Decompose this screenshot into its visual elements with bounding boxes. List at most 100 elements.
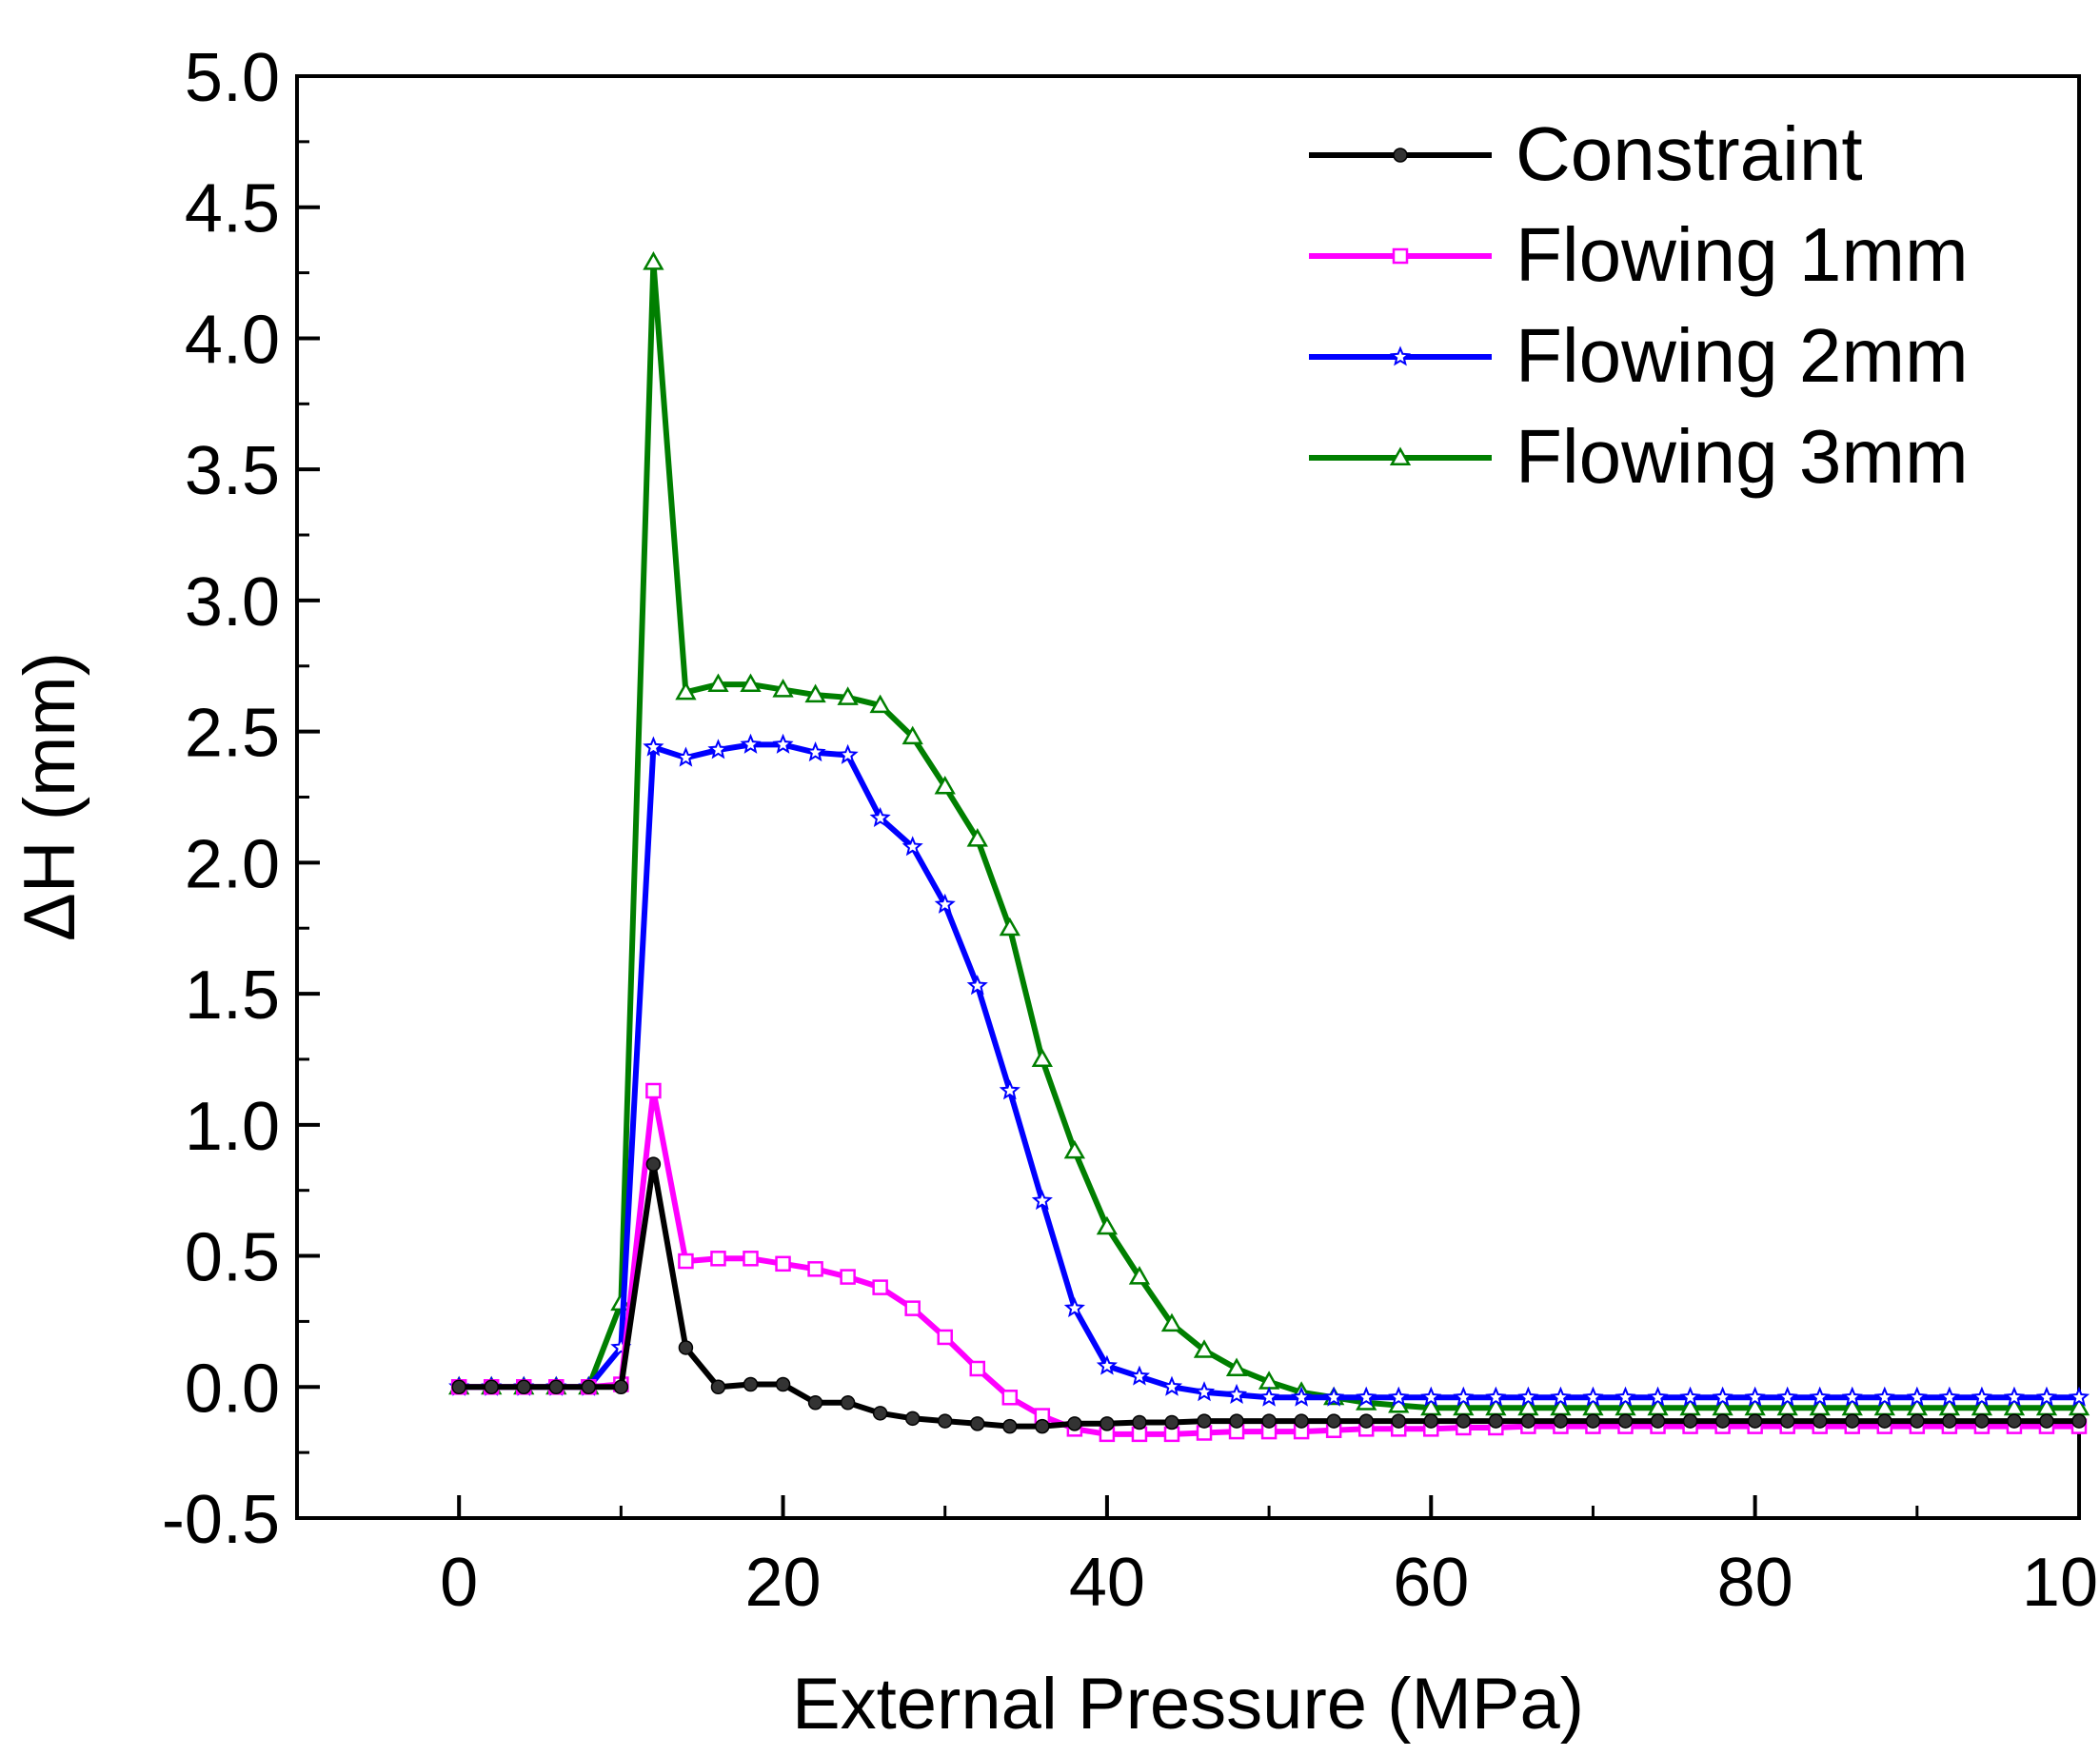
data-point — [1942, 1413, 1957, 1429]
data-point — [1744, 1386, 1766, 1407]
series-layer — [448, 251, 2090, 1443]
data-point — [1974, 1413, 1990, 1429]
data-point — [2071, 1413, 2087, 1429]
data-point — [678, 1253, 694, 1270]
data-point — [1647, 1386, 1669, 1407]
data-point — [1128, 1266, 1151, 1285]
data-point — [707, 673, 729, 693]
data-point — [1160, 1375, 1183, 1396]
data-point — [775, 1376, 791, 1392]
data-point — [645, 1156, 662, 1172]
data-point — [1326, 1413, 1341, 1429]
legend-label: Flowing 1mm — [1516, 212, 1969, 297]
data-point — [1258, 1386, 1280, 1407]
data-point — [1488, 1413, 1504, 1429]
data-point — [937, 1329, 953, 1346]
data-point — [2068, 1386, 2090, 1407]
data-point — [1747, 1413, 1763, 1429]
y-tick-label: 0.5 — [185, 1220, 280, 1296]
data-point — [548, 1379, 565, 1395]
data-point — [740, 673, 762, 693]
data-point — [937, 1413, 953, 1429]
data-point — [1841, 1386, 1863, 1407]
data-point — [1550, 1386, 1572, 1407]
data-point — [901, 725, 923, 745]
data-point — [675, 746, 697, 767]
legend-item: Constraint — [1309, 111, 1863, 196]
data-point — [2039, 1413, 2054, 1429]
y-tick-label: 2.5 — [185, 696, 280, 772]
data-point — [451, 1379, 466, 1395]
data-point — [1225, 1383, 1248, 1404]
data-point — [804, 683, 826, 703]
data-point — [1391, 1413, 1406, 1429]
data-point — [1650, 1413, 1666, 1429]
data-point — [1096, 1354, 1118, 1375]
y-tick-label: -0.5 — [162, 1482, 280, 1558]
data-point — [1193, 1339, 1216, 1358]
data-point — [1294, 1413, 1309, 1429]
data-point — [743, 1376, 759, 1392]
data-point — [904, 1411, 921, 1427]
legend-marker — [1389, 345, 1412, 366]
data-point — [1067, 1416, 1082, 1431]
data-point — [678, 1340, 694, 1355]
data-point — [1197, 1413, 1212, 1429]
data-point — [1001, 1390, 1019, 1406]
data-point — [1585, 1413, 1601, 1429]
data-point — [1420, 1386, 1442, 1407]
x-tick-label: 0 — [440, 1545, 478, 1621]
data-point — [1520, 1413, 1536, 1429]
data-point — [710, 1251, 726, 1267]
data-point — [901, 836, 923, 857]
x-axis-label: External Pressure (MPa) — [792, 1664, 1584, 1745]
data-point — [904, 1300, 921, 1316]
data-point — [1615, 1386, 1636, 1407]
x-axis: 0 20 40 60 80 100 — [295, 1495, 2100, 1621]
data-point — [1356, 1386, 1377, 1407]
y-tick-label: 3.5 — [185, 433, 280, 509]
data-point — [1261, 1413, 1277, 1429]
y-tick-label: 4.5 — [185, 171, 280, 247]
data-point — [643, 251, 664, 270]
y-tick-label: 3.0 — [185, 564, 280, 641]
data-point — [1938, 1386, 1960, 1407]
data-point — [581, 1379, 597, 1395]
data-point — [1844, 1413, 1860, 1429]
data-point — [1035, 1418, 1050, 1434]
data-point — [1096, 1215, 1119, 1235]
legend-item: Flowing 3mm — [1309, 414, 1969, 499]
data-point — [1128, 1365, 1151, 1386]
data-point — [934, 893, 956, 914]
data-point — [1582, 1386, 1604, 1407]
data-point — [613, 1379, 629, 1395]
data-point — [707, 739, 729, 760]
data-point — [966, 828, 988, 847]
data-point — [1906, 1386, 1928, 1407]
data-point — [1164, 1414, 1179, 1430]
legend-item: Flowing 2mm — [1309, 313, 1969, 398]
data-point — [645, 1082, 662, 1099]
y-tick-label: 5.0 — [185, 40, 280, 116]
data-point — [966, 975, 988, 996]
y-axis: -0.5 0.0 0.5 1.0 1.5 2.0 2.5 3.0 3.5 4.0 4.5 5.0 — [162, 40, 320, 1558]
data-point — [1031, 1190, 1053, 1211]
y-tick-label: 1.5 — [185, 957, 280, 1034]
legend-label: Constraint — [1516, 111, 1863, 196]
data-point — [1002, 1418, 1018, 1434]
legend-marker — [1389, 446, 1412, 465]
data-point — [1812, 1413, 1828, 1429]
data-point — [840, 1395, 856, 1411]
data-point — [970, 1416, 985, 1431]
data-point — [1453, 1386, 1475, 1407]
data-point — [1323, 1386, 1345, 1407]
data-point — [1225, 1357, 1248, 1376]
data-point — [1193, 1381, 1216, 1402]
x-tick-label: 80 — [1717, 1545, 1793, 1621]
y-tick-label: 4.0 — [185, 302, 280, 378]
data-point — [1679, 1386, 1701, 1407]
data-point — [2035, 1386, 2058, 1407]
legend-item: Flowing 1mm — [1309, 212, 1969, 297]
data-point — [1291, 1386, 1313, 1407]
